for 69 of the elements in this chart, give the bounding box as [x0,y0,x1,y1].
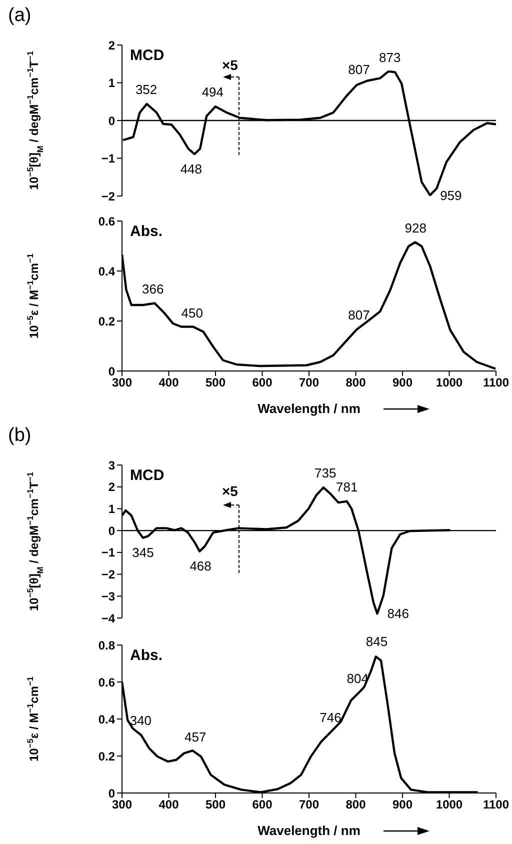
annotation: 846 [387,606,409,622]
y-tick-label: 3 [108,458,116,472]
annotation: ×5 [222,57,238,73]
x-tick-label: 1000 [436,376,463,390]
annotation: 959 [440,188,462,203]
annotation: 845 [366,634,388,650]
x-tick-label: 700 [298,798,320,812]
x-tick-label: 1100 [482,798,510,812]
x-tick-label: 1100 [482,376,510,390]
y-tick-label: −2 [101,568,116,582]
y-tick-label: 0.8 [98,638,116,652]
text: (b) [8,425,32,447]
annotation: 457 [184,729,206,744]
y-tick-label: 0.2 [98,314,116,328]
chart-title: MCD [130,467,164,484]
x-tick-label: 800 [346,376,366,390]
annotation: 352 [135,82,158,97]
y-tick-label: 0.2 [98,749,116,764]
annotation: 340 [130,713,152,728]
x-tick-label: 800 [346,798,366,812]
annotation: 494 [202,84,224,100]
y-tick-label: 0 [108,114,116,128]
annotation: 448 [180,161,202,176]
y-tick-label: 2 [108,38,116,52]
annotation: 345 [132,545,154,560]
annotation: 928 [404,220,426,236]
chart-title: MCD [130,47,164,64]
x-tick-label: 500 [205,798,226,812]
annotation: 366 [142,282,164,296]
annotation: 450 [181,305,203,320]
annotation: 746 [320,710,342,725]
x-tick-label: 400 [158,798,180,812]
x-tick-label: 400 [158,376,180,390]
chart-title: Abs. [130,223,163,240]
y-tick-label: −1 [101,546,116,560]
y-tick-label: 1 [108,76,116,90]
annotation: 781 [336,479,358,494]
text: (a) [8,5,32,27]
y-tick-label: 0 [108,524,116,538]
x-tick-label: 900 [392,798,413,812]
x-tick-label: 900 [392,376,413,390]
x-axis-title: Wavelength / nm [258,823,360,838]
chart-title: Abs. [130,647,163,664]
x-tick-label: 300 [112,376,132,390]
x-tick-label: 600 [252,798,273,812]
annotation: 807 [348,62,370,77]
x-tick-label: 1000 [436,798,463,812]
annotation: 807 [348,308,370,322]
annotation: 873 [379,50,401,65]
x-tick-label: 500 [205,376,226,390]
y-tick-label: 0 [108,364,116,378]
y-tick-label: 0.6 [98,675,116,690]
y-tick-label: −1 [101,152,116,166]
annotation: ×5 [222,483,238,499]
y-tick-label: 0 [108,786,116,800]
x-tick-label: 600 [252,376,273,390]
y-tick-label: 0.4 [98,712,116,726]
y-tick-label: −4 [101,611,116,626]
y-tick-label: 0.6 [98,214,116,228]
y-tick-label: 0.4 [98,264,116,278]
x-axis-title: Wavelength / nm [258,401,360,416]
y-tick-label: −3 [101,589,116,604]
x-tick-label: 700 [298,376,320,390]
annotation: 735 [314,466,336,481]
annotation: 468 [190,558,212,574]
y-tick-label: −2 [101,189,116,204]
y-tick-label: 2 [108,480,116,494]
y-tick-label: 1 [108,502,116,516]
x-tick-label: 300 [112,798,132,812]
